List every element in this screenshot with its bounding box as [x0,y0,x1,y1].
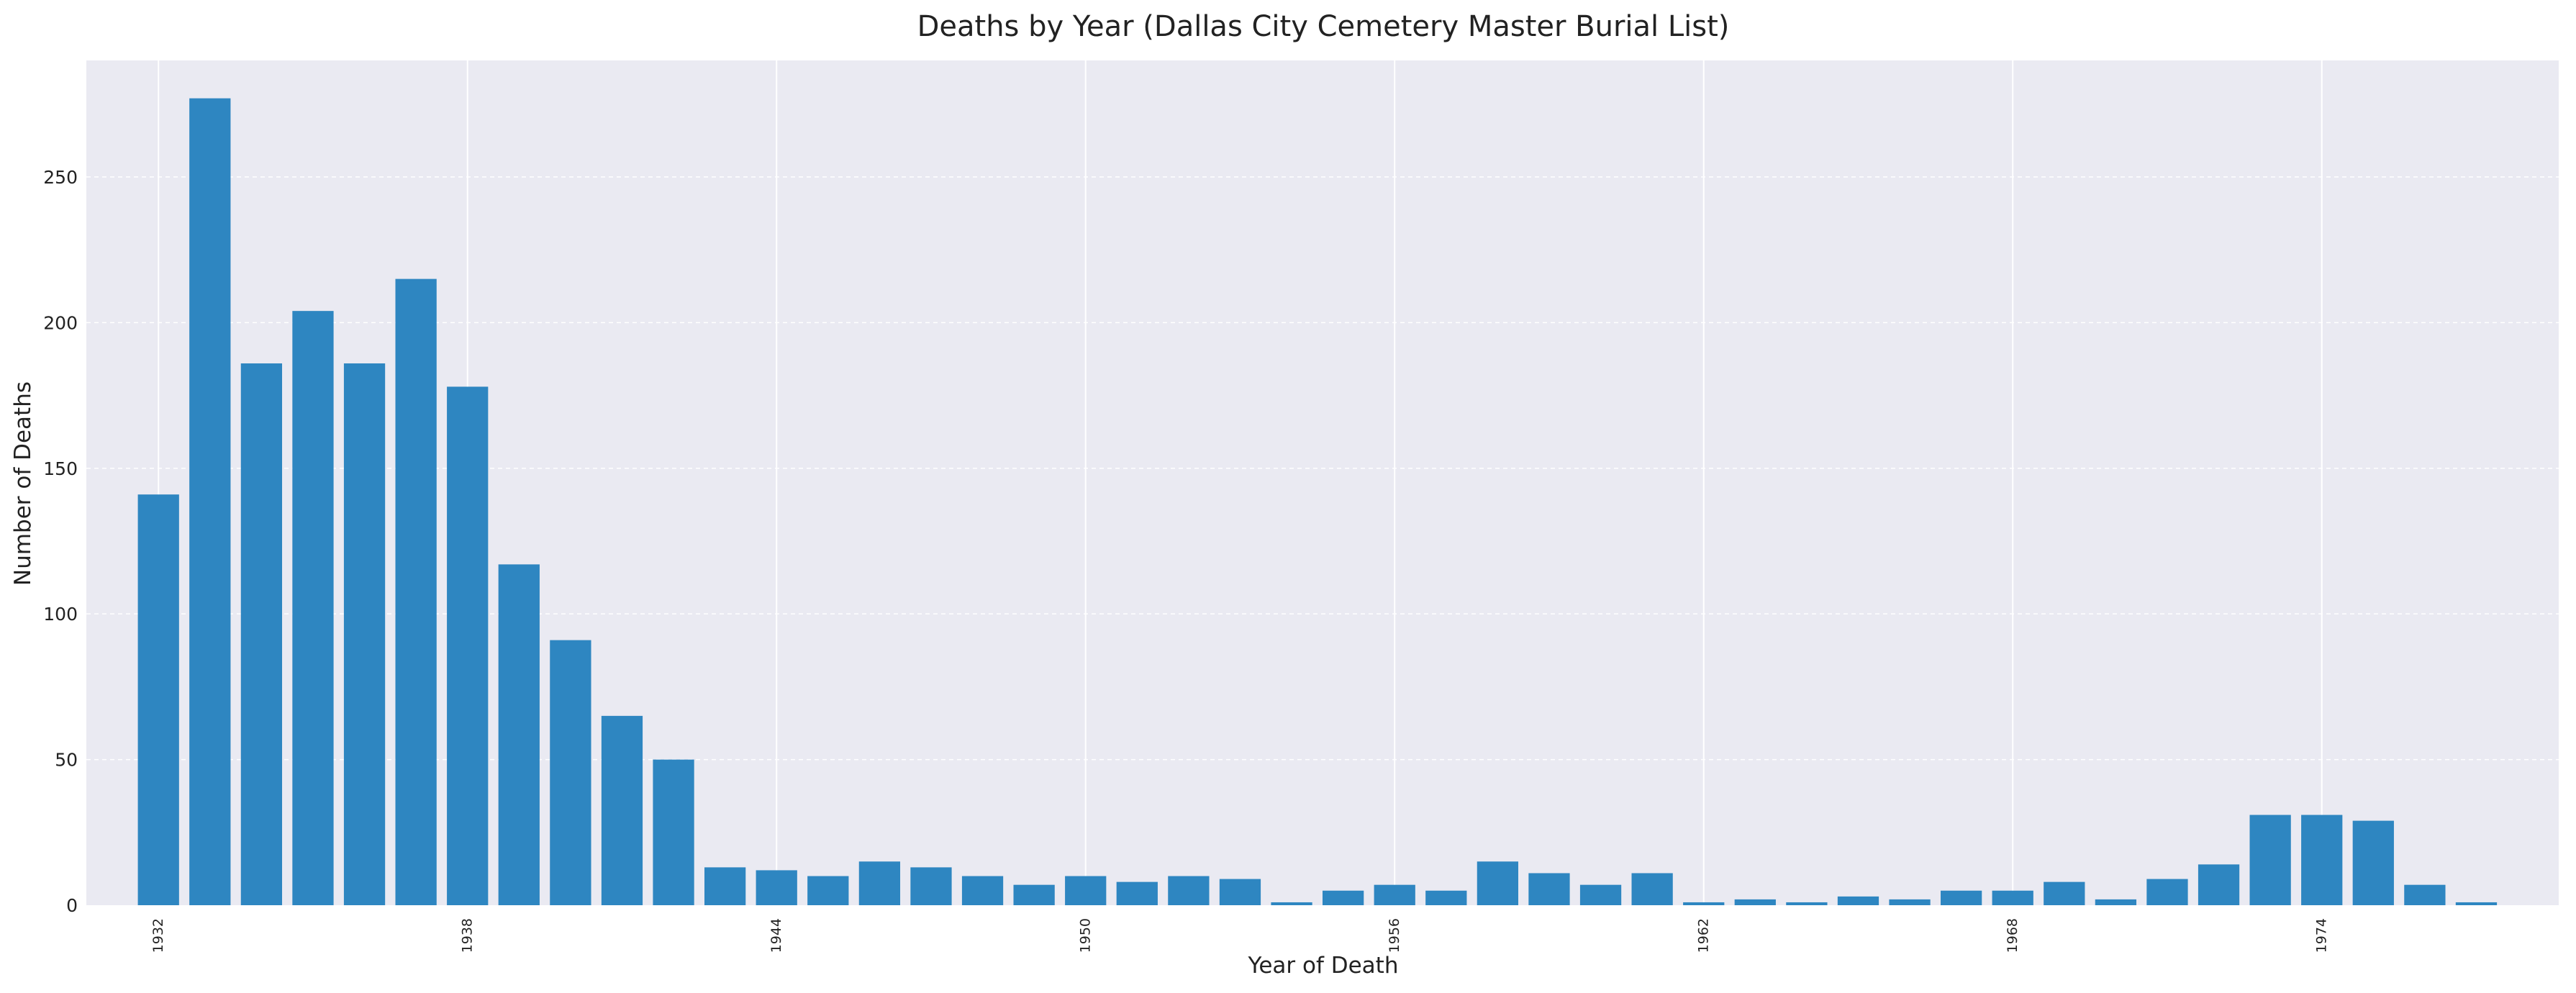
bar [1323,890,1364,905]
bar [2352,820,2394,905]
bar [1168,876,1210,905]
bar [1889,899,1931,905]
bar [2249,815,2291,905]
bar [653,759,694,905]
x-tick-label: 1974 [2314,918,2330,953]
bar [395,278,437,905]
bar [1528,873,1570,905]
bar [961,876,1004,905]
bar [1941,890,1982,905]
x-tick-label: 1968 [2005,918,2021,953]
bars [137,98,2498,906]
x-tick-label: 1950 [1078,918,1094,953]
x-tick-label: 1956 [1387,918,1402,953]
bar [2301,815,2343,905]
y-axis-label: Number of Deaths [10,381,36,586]
bar [1425,890,1467,905]
bar [189,98,231,906]
bar [1477,861,1519,905]
bar [1992,890,2033,905]
bar [2044,881,2085,905]
bar [2404,884,2446,905]
x-tick-label: 1932 [150,918,166,953]
bar [240,363,283,905]
x-tick-label: 1938 [460,918,476,953]
bar [343,363,386,905]
x-tick-label: 1944 [768,918,784,953]
bar [498,564,540,905]
bar [1271,902,1312,905]
bar [550,640,591,905]
y-tick-label: 150 [43,458,78,479]
bar [807,876,849,905]
bar [2455,902,2498,905]
bar [1631,873,1673,905]
chart-title: Deaths by Year (Dallas City Cemetery Mas… [917,10,1730,43]
bar [1837,896,1879,905]
bar [1219,879,1261,905]
y-tick-label: 50 [55,750,78,771]
tick-labels: 0 50 100 150 200 250 1932 1938 1944 1950 1956 1962 1… [43,167,2329,953]
bar [137,494,179,905]
y-tick-label: 200 [43,312,78,333]
bar [1579,884,1622,905]
bar [2095,899,2137,905]
bar [1065,876,1107,905]
bar [2146,879,2188,905]
bar [2198,864,2240,905]
bar [704,867,746,905]
bar [1786,902,1828,905]
bar [292,311,334,905]
bar [1734,899,1776,905]
bar [1116,881,1158,905]
x-tick-label: 1962 [1696,918,1712,953]
bar [756,870,797,905]
bar [1013,884,1055,905]
bar [601,715,643,905]
bar [858,861,901,905]
y-tick-label: 250 [43,167,78,188]
bar [910,867,952,905]
bar [447,386,489,905]
grid-lines [86,60,2559,905]
bar [1683,902,1725,905]
x-axis-label: Year of Death [1248,953,1399,979]
y-tick-label: 100 [43,604,78,625]
bar [1374,884,1415,905]
y-tick-label: 0 [66,895,78,916]
